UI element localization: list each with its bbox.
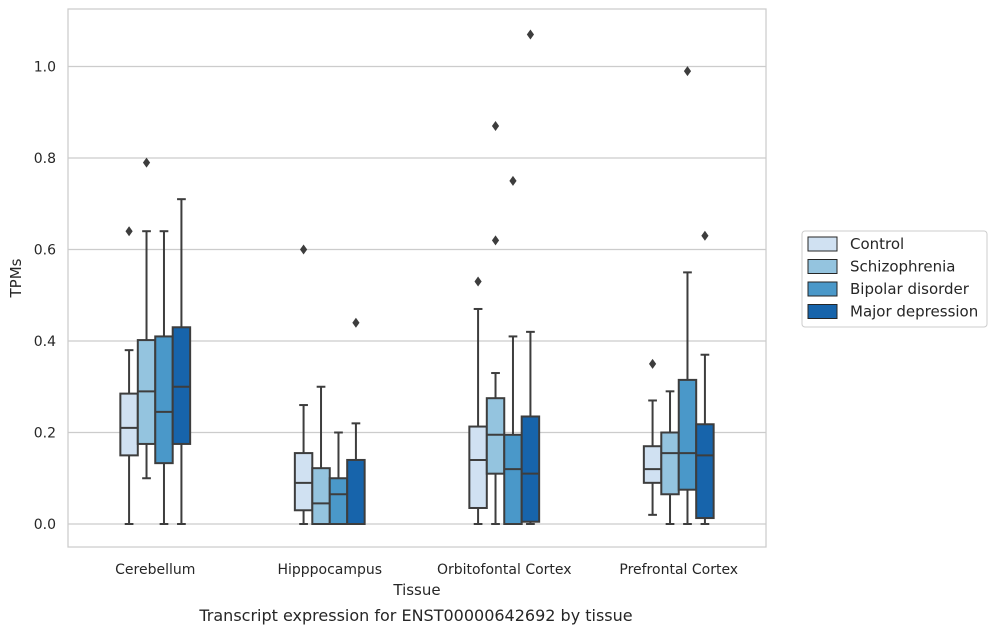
box-major-depression <box>695 230 715 525</box>
outlier-point <box>125 226 133 237</box>
box-body <box>677 378 698 491</box>
box-bipolar-disorder <box>154 230 174 525</box>
y-tick-label: 0.6 <box>34 243 56 259</box>
outlier-point <box>648 358 657 369</box>
box-major-depression <box>520 29 541 525</box>
boxes <box>119 29 715 526</box>
y-tick-label: 1.0 <box>34 60 56 76</box>
x-tick-label: Hipppocampus <box>277 562 382 578</box>
x-axis-label: Tissue <box>392 581 440 599</box>
x-tick-label: Orbitofontal Cortex <box>437 562 572 578</box>
y-axis-label: TPMs <box>7 258 25 298</box>
outlier-point <box>701 230 709 241</box>
legend-swatch <box>807 236 838 252</box>
box-major-depression <box>171 198 192 525</box>
legend-label: Bipolar disorder <box>850 280 970 298</box>
box-body <box>642 445 663 484</box>
y-tick-label: 0.8 <box>34 151 56 167</box>
box-body <box>171 326 192 445</box>
x-tick-label: Prefrontal Cortex <box>619 562 738 578</box>
box-body <box>503 433 523 526</box>
box-body <box>695 423 715 520</box>
y-tick-label: 0.4 <box>34 334 56 350</box>
chart-caption: Transcript expression for ENST0000064269… <box>199 606 633 625</box>
y-tick-label: 0.0 <box>34 517 56 533</box>
outlier-point <box>509 175 517 186</box>
legend: Control Schizophrenia Bipolar disorder Majo… <box>801 230 988 328</box>
legend-swatch <box>807 259 838 274</box>
outlier-point <box>352 317 360 328</box>
x-tick-label: Cerebellum <box>115 562 195 578</box>
legend-frame <box>801 230 988 328</box>
box-body <box>346 458 366 526</box>
legend-label: Control <box>850 235 904 253</box>
box-body <box>154 335 174 465</box>
x-tick-labels: Cerebellum Hipppocampus Orbitofontal Corte… <box>115 562 738 578</box>
box-control <box>642 358 663 516</box>
legend-label: Schizophrenia <box>850 258 955 276</box>
box-body <box>660 431 680 496</box>
legend-label: Major depression <box>850 303 978 321</box>
outlier-point <box>526 29 535 40</box>
box-body <box>293 452 314 512</box>
box-control <box>293 244 314 525</box>
box-body <box>311 467 331 525</box>
outlier-point <box>474 276 482 287</box>
box-bipolar-disorder <box>503 175 523 526</box>
box-body <box>119 392 139 457</box>
y-tick-label: 0.2 <box>34 426 56 442</box>
box-major-depression <box>346 317 366 526</box>
outlier-point <box>491 120 500 131</box>
legend-swatch <box>807 281 838 297</box>
outlier-point <box>142 157 151 168</box>
box-body <box>468 425 488 509</box>
outlier-point <box>683 66 692 77</box>
legend-swatch <box>807 304 838 319</box>
y-tick-labels: 0.0 0.2 0.4 0.6 0.8 1.0 <box>34 60 56 534</box>
box-body <box>485 397 506 475</box>
box-body <box>520 415 541 523</box>
outlier-point <box>299 244 308 255</box>
box-control <box>468 276 488 525</box>
box-body <box>328 477 349 525</box>
outlier-point <box>491 235 500 246</box>
